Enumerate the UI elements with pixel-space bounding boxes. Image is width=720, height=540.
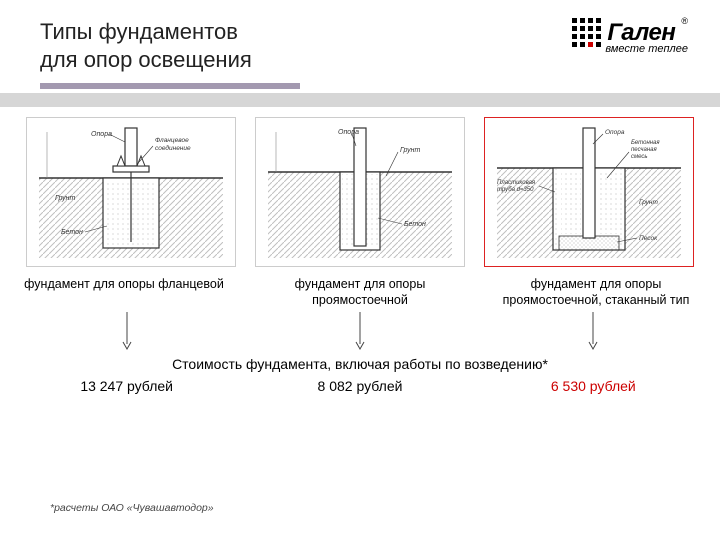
svg-text:Опора: Опора bbox=[338, 129, 359, 136]
costs-row: 13 247 рублей 8 082 рублей 6 530 рублей bbox=[0, 372, 720, 394]
title-line-2: для опор освещения bbox=[40, 47, 252, 72]
logo-reg-icon: ® bbox=[681, 16, 688, 26]
logo-dots-icon bbox=[572, 18, 601, 47]
svg-text:Опора: Опора bbox=[605, 129, 625, 136]
svg-text:Фланцевое: Фланцевое bbox=[155, 137, 189, 144]
diagram-row: Опора Фланцевое соединение Грунт Бетон bbox=[0, 107, 720, 271]
caption-2: фундамент для опоры проямостоечной bbox=[250, 277, 470, 308]
cost-2: 8 082 рублей bbox=[250, 378, 470, 394]
svg-text:Песок: Песок bbox=[639, 235, 658, 242]
svg-text:песчаная: песчаная bbox=[631, 147, 657, 153]
captions-row: фундамент для опоры фланцевой фундамент … bbox=[0, 271, 720, 308]
arrow-down-icon bbox=[483, 312, 703, 350]
cost-title: Стоимость фундамента, включая работы по … bbox=[0, 356, 720, 372]
gray-band bbox=[0, 93, 720, 107]
caption-3: фундамент для опоры проямостоечной, стак… bbox=[486, 277, 706, 308]
svg-text:Грунт: Грунт bbox=[400, 147, 421, 154]
arrow-down-icon bbox=[250, 312, 470, 350]
page-title: Типы фундаментов для опор освещения bbox=[40, 18, 252, 73]
header: Типы фундаментов для опор освещения Гале… bbox=[0, 0, 720, 79]
svg-text:Опора: Опора bbox=[91, 131, 112, 138]
svg-text:труба d=350: труба d=350 bbox=[497, 187, 534, 193]
logo: Гален ® вместе теплее bbox=[572, 18, 688, 55]
logo-name: Гален bbox=[607, 19, 675, 47]
svg-text:смесь: смесь bbox=[631, 154, 648, 160]
diagram-direct: Опора Грунт Бетон bbox=[255, 117, 465, 267]
svg-text:Бетон: Бетон bbox=[404, 221, 426, 228]
svg-text:Грунт: Грунт bbox=[55, 195, 76, 202]
cost-3: 6 530 рублей bbox=[483, 378, 703, 394]
arrow-down-icon bbox=[17, 312, 237, 350]
svg-text:Бетонная: Бетонная bbox=[631, 140, 660, 146]
svg-text:соединение: соединение bbox=[155, 144, 191, 152]
diagram-sleeve: Опора Бетонная песчаная смесь Пластикова… bbox=[484, 117, 694, 267]
footnote: *расчеты ОАО «Чувашавтодор» bbox=[50, 502, 214, 514]
arrows-row bbox=[0, 308, 720, 350]
diagram-flange: Опора Фланцевое соединение Грунт Бетон bbox=[26, 117, 236, 267]
title-line-1: Типы фундаментов bbox=[40, 19, 238, 44]
caption-1: фундамент для опоры фланцевой bbox=[14, 277, 234, 308]
svg-text:Грунт: Грунт bbox=[639, 199, 658, 206]
cost-1: 13 247 рублей bbox=[17, 378, 237, 394]
svg-text:Бетон: Бетон bbox=[61, 229, 83, 236]
svg-text:Пластиковая: Пластиковая bbox=[497, 180, 536, 186]
title-underline bbox=[40, 83, 300, 89]
